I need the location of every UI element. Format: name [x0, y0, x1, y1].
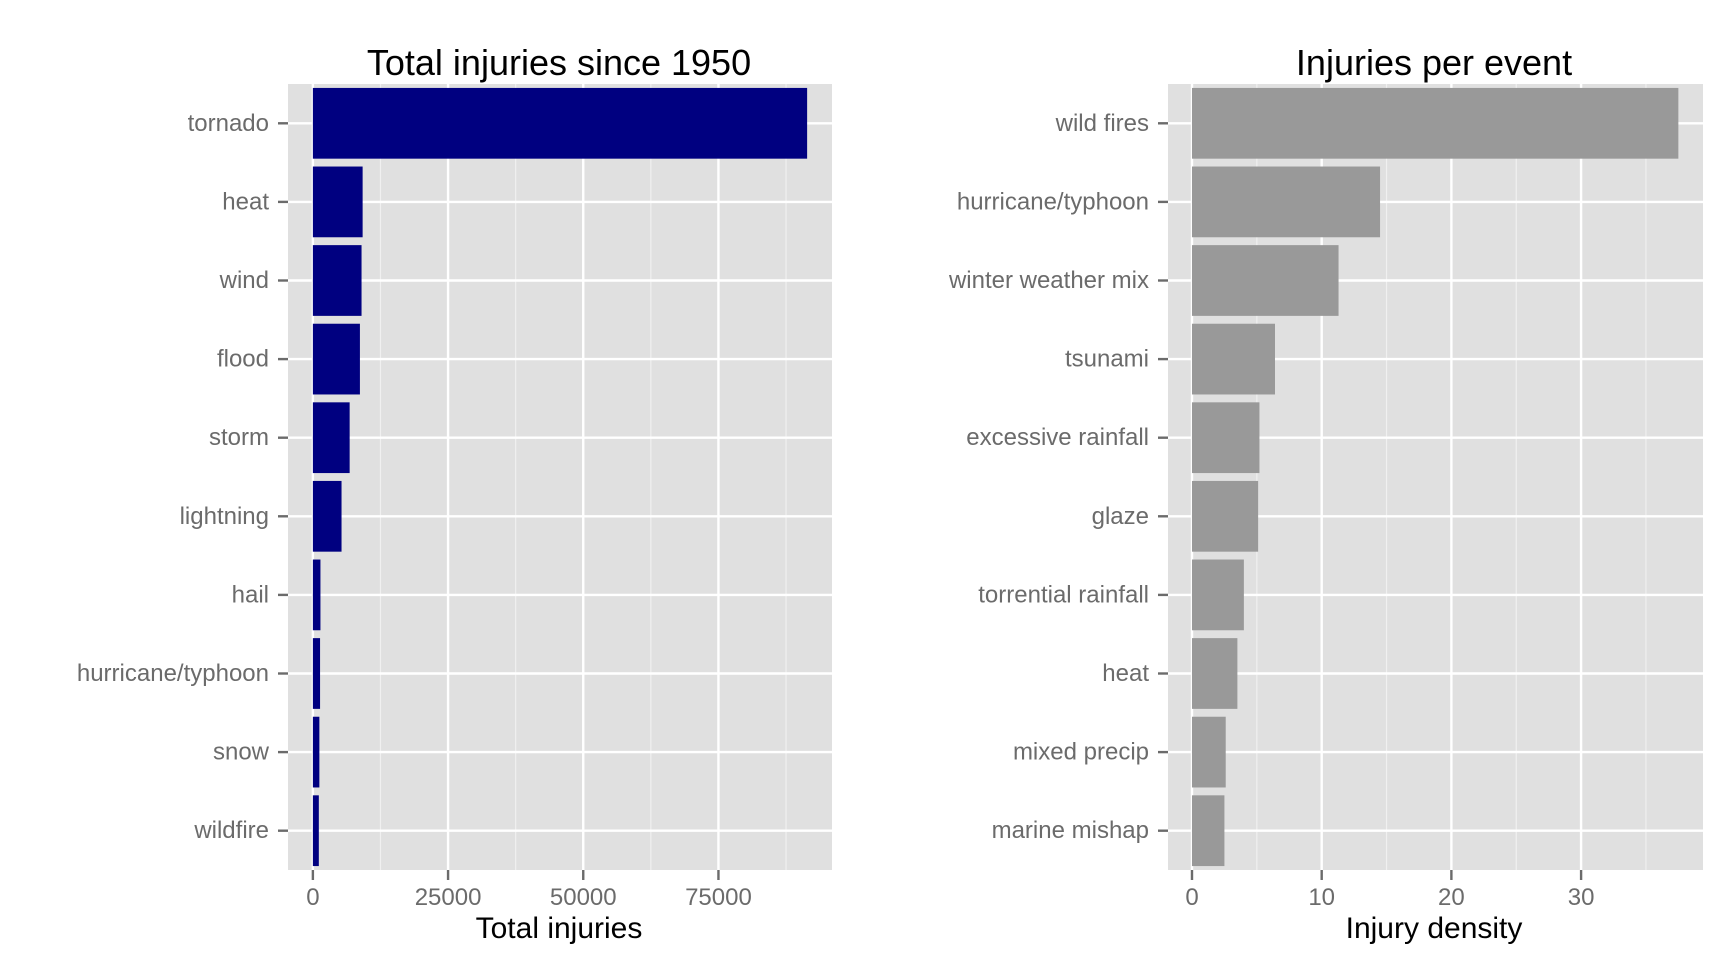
bar — [1191, 559, 1244, 631]
x-tick-label: 0 — [1185, 884, 1198, 911]
y-tick-label: flood — [217, 346, 269, 373]
y-tick-label: torrential rainfall — [978, 581, 1149, 608]
bar — [312, 638, 321, 709]
y-tick-label: wild fires — [1055, 110, 1149, 137]
y-tick-label: storm — [209, 424, 269, 451]
x-tick-label: 25000 — [415, 884, 482, 911]
x-tick-label: 30 — [1568, 884, 1595, 911]
bar — [312, 795, 319, 867]
bar — [312, 559, 321, 631]
chart-title: Injuries per event — [1296, 42, 1572, 83]
y-tick-label: mixed precip — [1013, 739, 1149, 766]
y-axis: wild fires hurricane/typhoon winter weathe… — [948, 110, 1168, 844]
x-axis-title: Injury density — [1346, 912, 1523, 945]
y-tick-label: wildfire — [193, 817, 269, 844]
y-tick-label: hurricane/typhoon — [957, 188, 1149, 215]
bar — [312, 402, 350, 474]
bar — [312, 245, 362, 316]
bar — [1191, 795, 1225, 867]
y-tick-label: heat — [1102, 660, 1149, 687]
x-axis: 0 10 20 30 — [1185, 870, 1594, 911]
bar — [1191, 87, 1679, 159]
y-axis: tornado heat wind flood storm lightning hail hu… — [77, 110, 288, 844]
bar — [1191, 402, 1260, 474]
y-tick-label: snow — [213, 739, 270, 766]
y-tick-label: winter weather mix — [948, 267, 1149, 294]
bar — [1191, 166, 1381, 238]
bar — [312, 166, 363, 238]
grid — [1168, 84, 1703, 870]
y-tick-label: tornado — [188, 110, 269, 137]
y-tick-label: hurricane/typhoon — [77, 660, 269, 687]
injuries-total-chart: Total injuries since 1950 tornado heat win… — [77, 42, 832, 945]
y-tick-label: wind — [219, 267, 269, 294]
y-tick-label: glaze — [1092, 503, 1149, 530]
x-axis: 0 25000 50000 75000 — [306, 870, 752, 911]
x-tick-label: 75000 — [685, 884, 752, 911]
bar — [312, 716, 320, 788]
y-tick-label: hail — [232, 581, 269, 608]
y-tick-label: excessive rainfall — [966, 424, 1149, 451]
x-tick-label: 10 — [1308, 884, 1335, 911]
bar — [1191, 245, 1339, 316]
y-tick-label: tsunami — [1065, 346, 1149, 373]
bar — [312, 480, 342, 552]
bar — [1191, 323, 1275, 395]
x-tick-label: 50000 — [550, 884, 617, 911]
bar — [1191, 716, 1226, 788]
chart-title: Total injuries since 1950 — [367, 42, 751, 83]
bar — [1191, 638, 1238, 709]
y-tick-label: lightning — [180, 503, 269, 530]
bar — [1191, 480, 1259, 552]
x-axis-title: Total injuries — [476, 912, 643, 945]
injuries-per-event-chart: Injuries per event wild fires hurricane/t… — [948, 42, 1703, 945]
bars — [1191, 87, 1679, 867]
bar — [312, 87, 808, 159]
x-tick-label: 0 — [306, 884, 319, 911]
y-tick-label: heat — [222, 188, 269, 215]
x-tick-label: 20 — [1438, 884, 1465, 911]
plot-area — [288, 84, 832, 870]
y-tick-label: marine mishap — [992, 817, 1149, 844]
bars — [312, 87, 808, 867]
bar — [312, 323, 360, 395]
